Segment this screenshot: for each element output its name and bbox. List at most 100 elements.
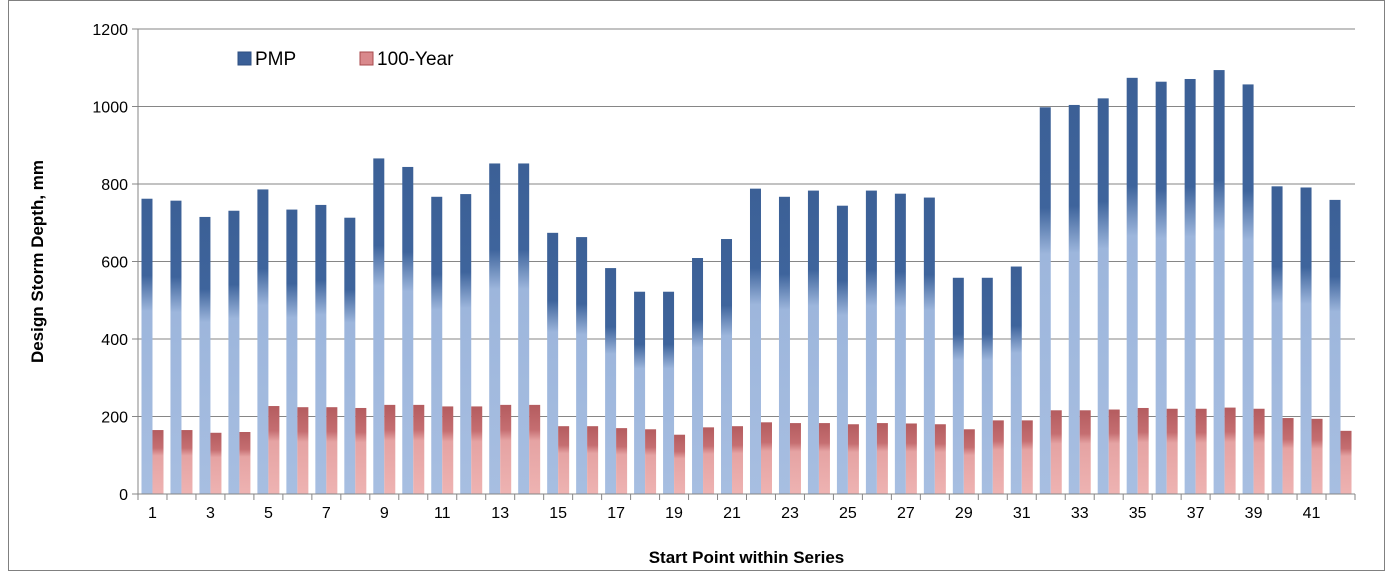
bar-pmp [952, 277, 964, 494]
bar-100-year [1340, 430, 1352, 494]
x-axis-title: Start Point within Series [649, 548, 845, 567]
bar-pmp [576, 237, 588, 494]
bar-100-year [268, 406, 280, 494]
bar-100-year [1195, 408, 1207, 494]
bar-pmp [692, 258, 704, 494]
bar-pmp [807, 190, 819, 494]
bar-pmp [1271, 186, 1283, 494]
bar-pmp [1242, 84, 1254, 494]
bar-pmp [431, 196, 443, 494]
bar-pmp [228, 210, 240, 495]
bar-100-year [239, 432, 251, 494]
bar-pmp [518, 163, 530, 494]
x-tick-label: 9 [380, 505, 389, 522]
x-tick-label: 35 [1129, 505, 1147, 522]
legend-swatch-100-year [359, 51, 374, 66]
x-tick-label: 1 [148, 505, 157, 522]
bar-pmp [170, 200, 182, 494]
bar-100-year [616, 428, 628, 494]
bar-100-year [1253, 408, 1265, 494]
bar-100-year [1282, 418, 1294, 494]
x-tick-label: 31 [1013, 505, 1031, 522]
bar-pmp [836, 205, 848, 494]
bar-pmp [1300, 187, 1312, 495]
y-tick-label: 600 [101, 255, 128, 272]
bar-pmp [547, 232, 559, 494]
bar-pmp [1010, 266, 1022, 494]
bar-pmp [1213, 70, 1225, 494]
legend: PMP 100-Year [237, 49, 454, 70]
bar-pmp [1068, 104, 1080, 494]
bar-pmp [1126, 77, 1138, 494]
x-tick-label: 17 [607, 505, 625, 522]
legend-swatch-pmp [237, 51, 252, 66]
bar-100-year [413, 404, 425, 494]
bar-100-year [1108, 409, 1120, 494]
x-tick-labels: 1 3 5 7 9 11 13 15 17 19 21 23 25 27 29 31 33 35 37 39 41 [137, 494, 1356, 522]
bar-100-year [471, 406, 483, 494]
bar-pmp [1155, 81, 1167, 494]
x-tick-label: 41 [1303, 505, 1321, 522]
bar-100-year [326, 407, 338, 494]
x-tick-label: 13 [491, 505, 509, 522]
bar-100-year [1311, 418, 1323, 494]
y-axis-title: Design Storm Depth, mm [28, 160, 47, 363]
x-tick-label: 25 [839, 505, 857, 522]
bar-100-year [934, 424, 946, 494]
x-tick-label: 21 [723, 505, 741, 522]
bar-100-year [1050, 410, 1062, 494]
x-tick-label: 27 [897, 505, 915, 522]
bar-100-year [210, 432, 222, 494]
bar-100-year [847, 424, 859, 494]
bar-pmp [981, 277, 993, 494]
chart-area: 0 200 400 600 800 1000 1200 1 3 5 7 9 11 13 15 17 19 21 2… [8, 0, 1385, 571]
x-tick-label: 19 [665, 505, 683, 522]
bar-100-year [297, 407, 309, 494]
bar-pmp [1039, 107, 1051, 495]
x-tick-label: 7 [322, 505, 331, 522]
bar-pmp [865, 190, 877, 494]
bar-100-year [1079, 410, 1091, 494]
bar-pmp [663, 291, 675, 494]
bar-pmp [923, 197, 935, 494]
x-tick-label: 33 [1071, 505, 1089, 522]
bar-100-year [1224, 407, 1236, 494]
legend-label-100-year: 100-Year [377, 49, 454, 70]
y-tick-label: 800 [101, 177, 128, 194]
y-tick-label: 200 [101, 410, 128, 427]
bar-pmp [634, 291, 646, 494]
bar-100-year [703, 427, 715, 494]
bars [141, 70, 1352, 495]
bar-100-year [152, 430, 164, 494]
x-tick-label: 3 [206, 505, 215, 522]
bar-100-year [1137, 407, 1149, 494]
x-tick-label: 5 [264, 505, 273, 522]
x-tick-label: 15 [549, 505, 567, 522]
bar-pmp [141, 198, 153, 494]
bar-100-year [760, 422, 772, 494]
y-tick-label: 0 [119, 487, 128, 504]
bar-pmp [257, 189, 269, 495]
bar-100-year [1166, 408, 1178, 494]
bar-100-year [818, 423, 830, 494]
bar-100-year [587, 426, 599, 494]
bar-pmp [402, 166, 414, 494]
x-tick-label: 29 [955, 505, 973, 522]
bar-100-year [355, 407, 367, 494]
y-tick-labels: 0 200 400 600 800 1000 1200 [92, 22, 138, 504]
bar-pmp [344, 217, 356, 494]
y-tick-label: 1200 [92, 22, 128, 39]
bar-pmp [1097, 98, 1109, 495]
gridlines [138, 28, 1355, 417]
bar-100-year [500, 404, 512, 494]
legend-label-pmp: PMP [255, 49, 296, 70]
bar-100-year [181, 430, 193, 494]
bar-pmp [778, 196, 790, 494]
bar-100-year [384, 404, 396, 494]
bar-pmp [373, 158, 385, 495]
bar-100-year [529, 404, 541, 494]
y-tick-label: 1000 [92, 100, 128, 117]
bar-pmp [605, 268, 617, 494]
bar-pmp [286, 209, 298, 494]
bar-pmp [315, 204, 327, 495]
